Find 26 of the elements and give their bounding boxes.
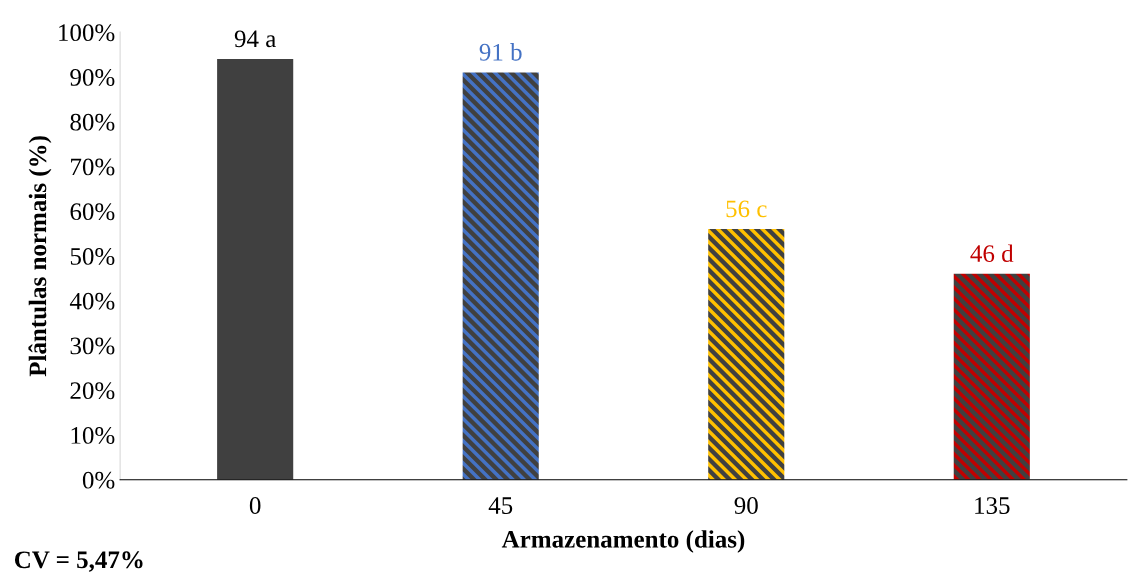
data-label: 91 b [479,43,522,61]
bar [953,273,1030,480]
bar [708,229,785,480]
y-tick-label: 60% [70,203,115,221]
data-label: 94 a [234,30,276,48]
x-tick-label: 90 [734,497,758,514]
y-tick-label: 40% [69,292,115,310]
text: CV = 5,47% [14,551,143,572]
y-tick-label: 90% [70,68,115,86]
x-axis-title: Armazenamento (dias) [501,530,745,553]
y-tick-label: 70% [71,158,115,176]
x-tick-label: 135 [975,497,1010,514]
bar [462,72,539,480]
y-tick-label: 30% [70,337,115,355]
y-tick-label: 80% [70,113,115,131]
y-tick-label: 10% [71,427,115,444]
x-tick-label: 45 [488,497,513,514]
x-tick-label: 0 [249,497,261,514]
data-label: 56 c [726,200,767,218]
y-tick-label: 100% [59,24,115,42]
y-axis-title: Plântulas normais (%) [28,136,52,377]
y-tick-label: 0% [82,471,115,489]
bar [217,59,294,480]
y-tick-label: 50% [70,247,115,265]
data-label: 46 d [970,244,1014,263]
y-tick-label: 20% [70,382,115,400]
